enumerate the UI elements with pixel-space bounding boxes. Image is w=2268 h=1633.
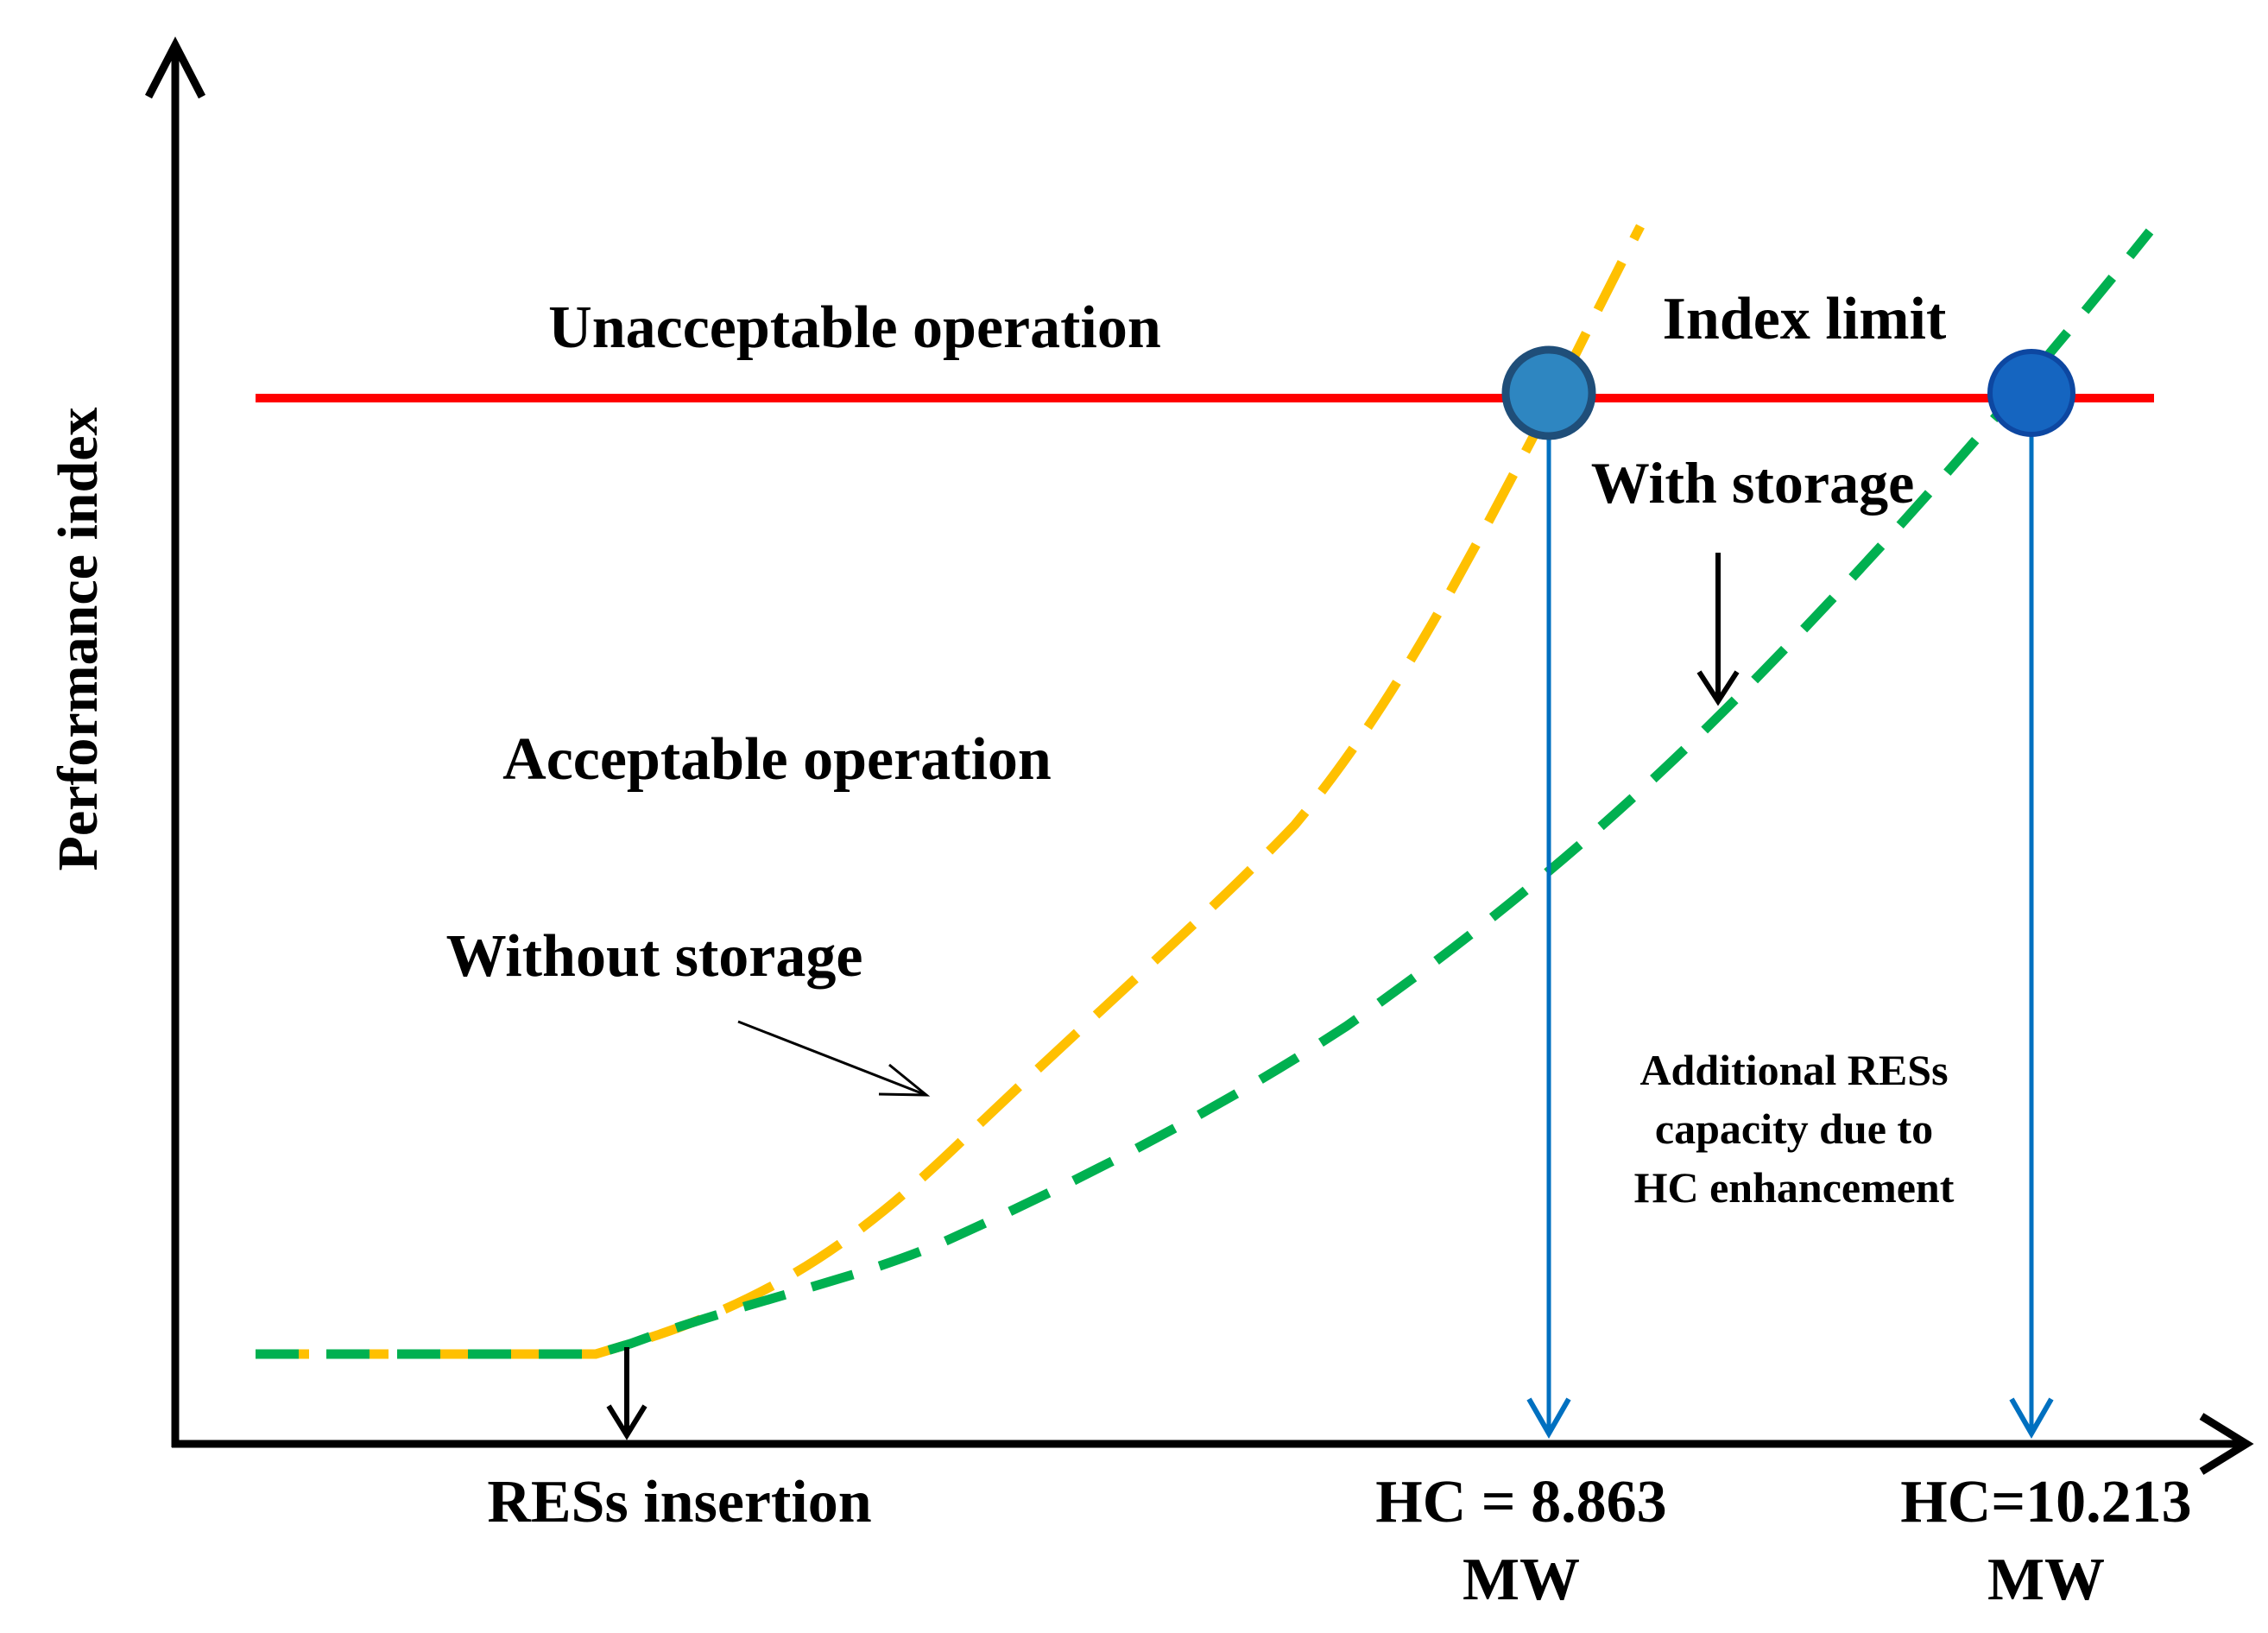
index-limit-label: Index limit [1663, 286, 1947, 352]
annotation-arrows [606, 553, 1740, 1440]
hc1-arrowhead [1526, 1397, 1571, 1440]
y-axis-arrowhead [145, 36, 205, 99]
hc1-point [1501, 345, 1596, 440]
hc2-unit-label: MW [1987, 1547, 2105, 1613]
res-insertion-label: RESs insertion [487, 1469, 871, 1535]
acceptable-operation-label: Acceptable operation [502, 726, 1052, 793]
without-storage-label: Without storage [446, 923, 863, 990]
hc2-value-label: HC=10.213 [1900, 1469, 2191, 1535]
hc1-marker [1501, 345, 1596, 1440]
with-storage-arrowhead [1696, 670, 1740, 706]
additional-capacity-line3: HC enhancement [1634, 1163, 1955, 1212]
with-storage-label: With storage [1591, 450, 1915, 516]
additional-capacity-line1: Additional RESs [1639, 1046, 1948, 1094]
hc1-unit-label: MW [1463, 1547, 1580, 1613]
with-storage-curve [256, 228, 2154, 1359]
y-axis-label: Performance index [47, 408, 110, 871]
without-storage-arrow-shaft [737, 1020, 925, 1096]
hc2-point [1987, 349, 2075, 437]
unacceptable-operation-label: Unacceptable operation [548, 294, 1161, 361]
without-storage-arrowhead [878, 1063, 931, 1097]
res-insertion-arrowhead [606, 1404, 648, 1440]
hc2-arrowhead [2009, 1397, 2054, 1440]
hc2-marker [1987, 349, 2075, 1440]
additional-capacity-line2: capacity due to [1655, 1104, 1933, 1153]
axes [145, 36, 2254, 1475]
x-axis-arrowhead [2199, 1413, 2254, 1475]
hc1-value-label: HC = 8.863 [1375, 1469, 1666, 1535]
